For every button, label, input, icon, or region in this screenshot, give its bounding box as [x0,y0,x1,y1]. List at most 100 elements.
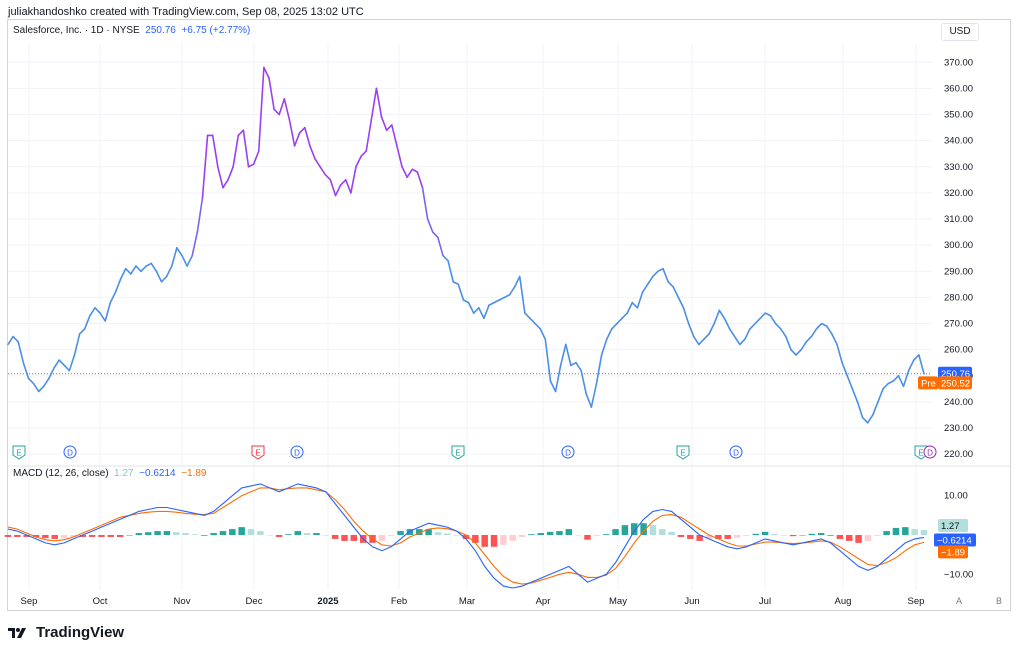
price-line-segment [570,361,577,367]
price-line-segment [37,385,45,393]
time-tick-label: May [609,596,627,607]
macd-histogram-bar [817,533,825,535]
currency-button[interactable]: USD [941,23,979,41]
price-line-segment [43,377,50,388]
price-line-segment [800,341,808,351]
price-line-segment [718,309,726,320]
symbol-name: Salesforce, Inc. · 1D · NYSE [13,25,140,36]
price-line-segment [493,299,501,304]
price-tick-label: 230.00 [944,423,973,434]
macd-histogram-bar [257,531,264,535]
macd-histogram-bar [397,531,404,535]
price-line-segment [687,322,695,338]
macd-histogram-bar [88,535,96,537]
price-line-segment [99,312,107,322]
price-line-segment [769,314,777,325]
macd-histogram-bar [60,535,68,539]
price-line-segment [186,254,194,267]
price-line-segment [375,87,383,118]
macd-histogram-bar [752,533,759,535]
price-line-segment [355,155,362,168]
auto-scale-button[interactable]: A [956,596,963,606]
macd-histogram-bar [107,535,115,537]
price-line-segment [17,341,25,364]
dividend-marker-icon [63,445,77,459]
price-tick-label: 350.00 [944,110,973,121]
time-tick-label: Sep [21,596,38,607]
macd-histogram-bar [789,535,797,537]
macd-histogram-bar [565,529,573,535]
macd-histogram-bar [743,535,750,536]
macd-histogram-bar [191,534,199,535]
price-line-segment [733,335,741,346]
price-line-segment [872,401,879,416]
macd-histogram-bar [350,535,358,541]
price-line-segment [585,393,593,408]
time-tick-label: Jul [759,596,771,607]
price-line-segment [145,262,153,267]
price-line-segment [907,359,915,372]
price-line-segment [851,388,859,403]
price-line-segment [912,354,920,361]
price-line-segment [621,312,628,320]
price-line-segment [263,66,270,79]
marker-label: D [565,449,571,458]
time-tick-label: Mar [459,596,475,607]
scale-b-button[interactable]: B [996,596,1003,606]
price-line-segment [790,348,797,356]
price-line-segment [222,179,229,189]
price-line-segment [232,134,240,168]
macd-histogram-bar [4,535,12,537]
price-line-segment [682,307,690,325]
macd-histogram-bar [864,535,872,541]
price-line-segment [370,87,378,121]
macd-histogram-bar [920,530,928,535]
price-line-segment [662,267,669,283]
price-line-segment [861,416,869,424]
macd-histogram-bar [116,535,124,537]
time-tick-label: Nov [174,596,191,607]
price-line-segment [626,301,634,314]
macd-histogram-bar [808,533,816,535]
price-line-segment [483,304,490,320]
price-line-segment [150,262,158,273]
price-tick-label: 360.00 [944,83,973,94]
price-line-segment [48,367,55,380]
price-line-segment [605,327,613,341]
price-line-segment [759,312,767,320]
price-line-segment [774,322,782,330]
price-line-segment [140,265,147,273]
price-line-segment [68,354,76,372]
price-line-segment [815,322,823,330]
price-line-segment [89,307,96,317]
price-tick-label: 370.00 [944,57,973,68]
price-tick-label: 300.00 [944,240,973,251]
price-line-segment [329,179,337,197]
price-line-segment [298,126,306,134]
macd-histogram-bar [275,535,283,537]
macd-histogram-bar [556,531,563,535]
macd-histogram-bar [677,535,685,537]
price-tick-label: 290.00 [944,266,973,277]
price-line-segment [191,231,199,257]
price-line-segment [590,382,598,408]
price-line-segment [498,296,506,301]
price-line-segment [237,129,245,137]
price-line-segment [698,338,705,346]
price-line-segment [820,322,828,327]
price-line-segment [831,333,838,346]
price-line-segment [534,322,542,330]
price-line-segment [447,260,455,283]
price-line-segment [559,343,567,367]
macd-histogram-bar [182,533,189,535]
price-line-segment [825,325,833,335]
price-line-segment [805,335,813,343]
macd-histogram-bar [500,535,507,545]
macd-histogram-bar [687,535,694,539]
macd-line-tag-bg [934,533,976,547]
price-line-segment [324,173,332,181]
symbol-legend: Salesforce, Inc. · 1D · NYSE 250.76 +6.7… [13,25,250,36]
macd-name: MACD (12, 26, close) [13,468,109,479]
price-line-segment [130,265,137,275]
